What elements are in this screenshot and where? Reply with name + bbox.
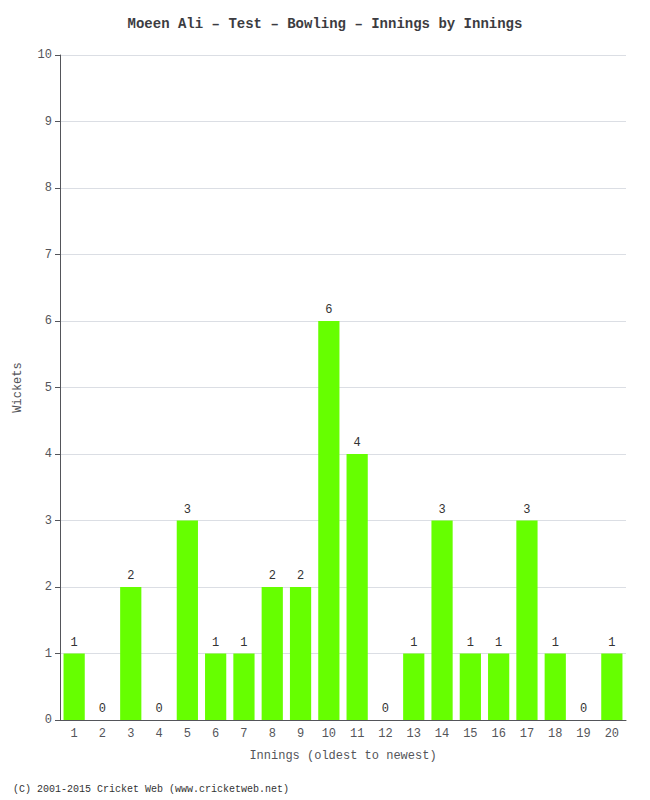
svg-text:4: 4 bbox=[155, 727, 162, 741]
svg-text:0: 0 bbox=[99, 702, 106, 716]
svg-text:13: 13 bbox=[407, 727, 421, 741]
svg-text:(C) 2001-2015 Cricket Web (www: (C) 2001-2015 Cricket Web (www.cricketwe… bbox=[13, 784, 289, 795]
svg-text:3: 3 bbox=[127, 727, 134, 741]
svg-text:5: 5 bbox=[45, 381, 52, 395]
svg-text:17: 17 bbox=[520, 727, 534, 741]
svg-text:1: 1 bbox=[608, 636, 615, 650]
svg-text:20: 20 bbox=[605, 727, 619, 741]
svg-text:1: 1 bbox=[71, 636, 78, 650]
svg-text:2: 2 bbox=[297, 569, 304, 583]
svg-text:16: 16 bbox=[491, 727, 505, 741]
svg-text:3: 3 bbox=[184, 503, 191, 517]
svg-text:18: 18 bbox=[548, 727, 562, 741]
svg-text:2: 2 bbox=[45, 580, 52, 594]
svg-text:2: 2 bbox=[127, 569, 134, 583]
svg-text:Innings (oldest to newest): Innings (oldest to newest) bbox=[249, 749, 436, 763]
svg-text:7: 7 bbox=[240, 727, 247, 741]
svg-text:Wickets: Wickets bbox=[11, 362, 25, 412]
svg-text:2: 2 bbox=[269, 569, 276, 583]
svg-text:3: 3 bbox=[45, 514, 52, 528]
svg-text:7: 7 bbox=[45, 248, 52, 262]
svg-text:3: 3 bbox=[523, 503, 530, 517]
svg-text:4: 4 bbox=[354, 436, 361, 450]
svg-text:4: 4 bbox=[45, 447, 52, 461]
svg-text:8: 8 bbox=[269, 727, 276, 741]
svg-text:12: 12 bbox=[378, 727, 392, 741]
svg-text:2: 2 bbox=[99, 727, 106, 741]
svg-text:15: 15 bbox=[463, 727, 477, 741]
svg-text:6: 6 bbox=[212, 727, 219, 741]
svg-text:8: 8 bbox=[45, 181, 52, 195]
svg-text:1: 1 bbox=[495, 636, 502, 650]
svg-text:10: 10 bbox=[322, 727, 336, 741]
svg-text:1: 1 bbox=[212, 636, 219, 650]
svg-text:Moeen Ali – Test – Bowling – I: Moeen Ali – Test – Bowling – Innings by … bbox=[128, 16, 523, 32]
svg-text:0: 0 bbox=[580, 702, 587, 716]
svg-text:9: 9 bbox=[297, 727, 304, 741]
svg-text:1: 1 bbox=[45, 647, 52, 661]
svg-text:11: 11 bbox=[350, 727, 364, 741]
svg-text:1: 1 bbox=[71, 727, 78, 741]
svg-text:9: 9 bbox=[45, 115, 52, 129]
svg-text:6: 6 bbox=[325, 303, 332, 317]
svg-text:1: 1 bbox=[552, 636, 559, 650]
svg-text:0: 0 bbox=[45, 713, 52, 727]
svg-text:0: 0 bbox=[155, 702, 162, 716]
svg-text:1: 1 bbox=[467, 636, 474, 650]
svg-text:19: 19 bbox=[576, 727, 590, 741]
svg-text:10: 10 bbox=[38, 48, 52, 62]
svg-text:0: 0 bbox=[382, 702, 389, 716]
svg-text:5: 5 bbox=[184, 727, 191, 741]
svg-text:1: 1 bbox=[240, 636, 247, 650]
svg-text:14: 14 bbox=[435, 727, 449, 741]
svg-text:1: 1 bbox=[410, 636, 417, 650]
svg-text:3: 3 bbox=[438, 503, 445, 517]
svg-text:6: 6 bbox=[45, 314, 52, 328]
